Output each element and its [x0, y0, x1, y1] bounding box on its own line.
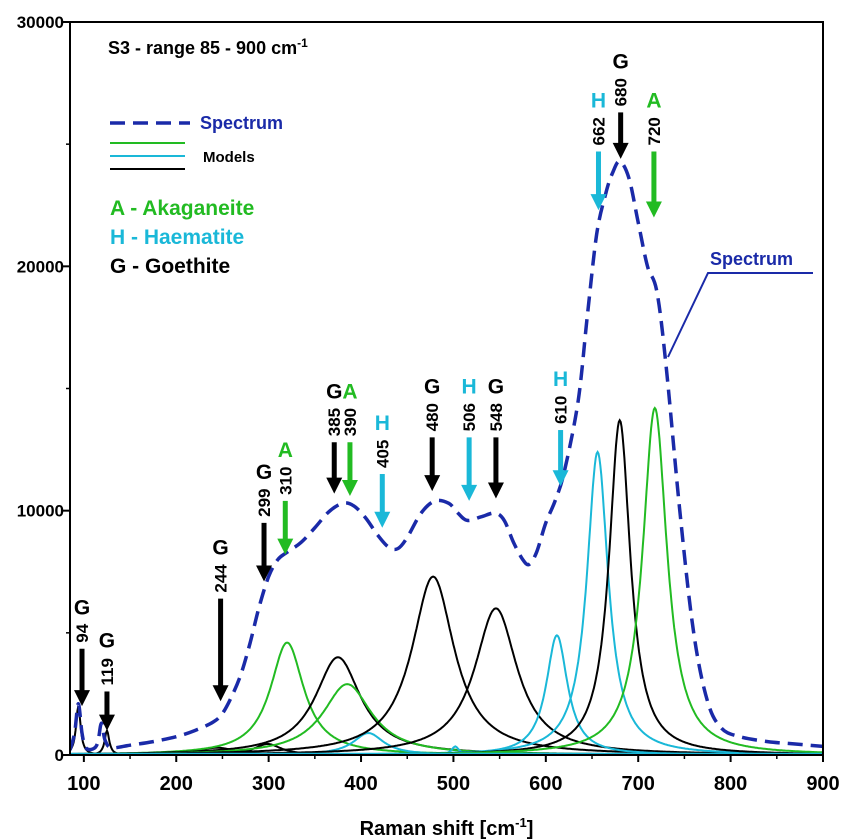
- x-tick-label: 700: [622, 773, 655, 795]
- peak-arrow-head: [552, 470, 569, 487]
- spectrum-callout-label: Spectrum: [710, 249, 793, 269]
- peak-annotation-720: 720 A: [645, 89, 664, 218]
- peak-wavenumber-label: 119: [98, 658, 117, 685]
- spectrum-callout-leader: [667, 272, 813, 358]
- peak-wavenumber-label: 610: [552, 396, 571, 424]
- y-tick-label: 10000: [17, 502, 64, 521]
- spectrum-curve: [70, 159, 823, 752]
- legend-mineral-1: H - Haematite: [110, 226, 244, 249]
- legend-mineral-2: G - Goethite: [110, 255, 230, 278]
- x-tick-label: 500: [437, 773, 470, 795]
- peak-arrow-head: [212, 685, 229, 702]
- peak-mineral-letter: H: [591, 89, 606, 112]
- peak-mineral-letter: A: [342, 380, 357, 403]
- peak-annotation-548: 548 G: [487, 375, 506, 499]
- peak-wavenumber-label: 299: [255, 489, 274, 517]
- peak-wavenumber-label: 480: [423, 403, 442, 431]
- peak-wavenumber-label: 310: [276, 467, 295, 495]
- peak-arrow-head: [326, 477, 343, 494]
- peak-mineral-letter: A: [278, 439, 293, 462]
- peak-annotation-299: 299 G: [255, 461, 274, 582]
- peak-arrow-head: [590, 194, 607, 211]
- peak-arrow-head: [461, 484, 478, 501]
- axes: 100 200 300 400 500 600 700 800 900 0 10000 20000 30…: [17, 13, 840, 840]
- peak-annotation-480: 480 G: [423, 375, 442, 492]
- peak-arrow-head: [74, 690, 91, 707]
- peak-annotation-244: 244 G: [212, 537, 231, 702]
- peak-annotation-390: 390 A: [341, 380, 360, 497]
- peak-wavenumber-label: 94: [73, 623, 92, 642]
- peak-mineral-letter: G: [424, 375, 440, 398]
- peak-wavenumber-label: 390: [341, 408, 360, 436]
- x-tick-label: 400: [344, 773, 377, 795]
- peak-annotation-506: 506 H: [460, 375, 479, 501]
- peak-arrow-head: [374, 511, 391, 528]
- peak-annotation-610: 610 H: [552, 368, 571, 487]
- peak-mineral-letter: G: [612, 50, 628, 73]
- peak-wavenumber-label: 680: [612, 78, 631, 106]
- legend-mineral-0: A - Akaganeite: [110, 197, 254, 220]
- peak-annotation-405: 405 H: [373, 412, 392, 528]
- peak-mineral-letter: G: [212, 537, 228, 560]
- peak-annotation-680: 680 G: [612, 50, 631, 159]
- peak-arrow-head: [612, 142, 629, 159]
- peak-arrow-head: [424, 475, 441, 492]
- x-tick-label: 900: [806, 773, 839, 795]
- peak-annotation-662: 662 H: [589, 89, 608, 211]
- x-tick-label: 600: [529, 773, 562, 795]
- peak-arrow-head: [487, 482, 504, 499]
- peak-wavenumber-label: 244: [212, 564, 231, 593]
- peak-arrow-head: [277, 538, 294, 555]
- peak-mineral-letter: G: [256, 461, 272, 484]
- x-tick-label: 100: [67, 773, 100, 795]
- legend: Spectrum Models A - Akaganeite H - Haematit…: [110, 113, 813, 358]
- peak-wavenumber-label: 548: [487, 403, 506, 431]
- spectrum-line: [70, 159, 823, 752]
- x-tick-label: 800: [714, 773, 747, 795]
- peak-mineral-letter: H: [462, 375, 477, 398]
- y-tick-label: 0: [55, 746, 64, 765]
- peak-wavenumber-label: 385: [325, 408, 344, 436]
- peak-mineral-letter: H: [553, 368, 568, 391]
- peak-mineral-letter: H: [375, 412, 390, 435]
- peak-wavenumber-label: 405: [373, 440, 392, 468]
- peak-arrow-head: [645, 201, 662, 218]
- x-tick-label: 300: [252, 773, 285, 795]
- peak-arrow-head: [341, 480, 358, 497]
- peak-arrow-head: [98, 714, 115, 731]
- peak-annotation-385: 385 G: [325, 380, 344, 494]
- peak-mineral-letter: A: [646, 89, 661, 112]
- peak-wavenumber-label: 662: [589, 117, 608, 145]
- peak-annotation-310: 310 A: [276, 439, 295, 555]
- y-tick-label: 30000: [17, 13, 64, 32]
- x-axis-label: Raman shift [cm-1]: [360, 815, 534, 840]
- y-tick-label: 20000: [17, 257, 64, 276]
- peak-mineral-letter: G: [99, 629, 115, 652]
- legend-spectrum-label: Spectrum: [200, 113, 283, 133]
- x-tick-label: 200: [160, 773, 193, 795]
- peak-mineral-letter: G: [326, 380, 342, 403]
- peak-annotation-119: 119 G: [98, 629, 117, 731]
- peak-mineral-letter: G: [488, 375, 504, 398]
- peak-wavenumber-label: 720: [645, 117, 664, 145]
- peak-annotation-94: 94 G: [73, 597, 92, 707]
- legend-models-label: Models: [203, 149, 255, 166]
- chart-title: S3 - range 85 - 900 cm-1: [108, 36, 308, 58]
- peak-arrow-head: [256, 565, 273, 582]
- peak-wavenumber-label: 506: [460, 403, 479, 431]
- peak-mineral-letter: G: [74, 597, 90, 620]
